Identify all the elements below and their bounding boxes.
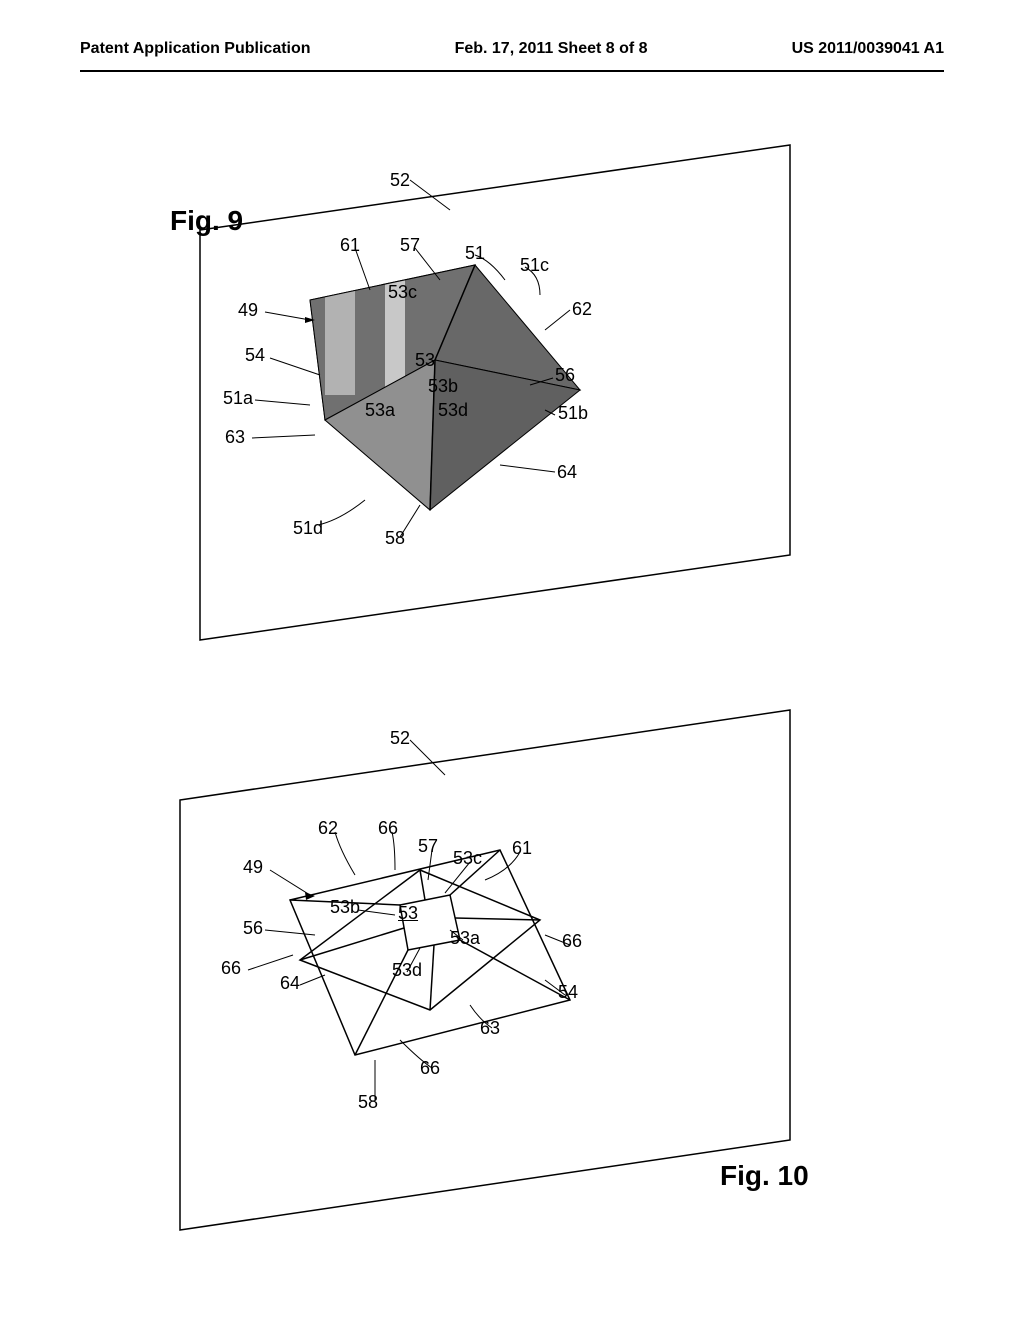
ref-53b-2: 53b [330, 897, 360, 918]
ref-53-2: 53 [398, 903, 418, 924]
ref-58: 58 [385, 528, 405, 549]
fig10-inner-diamond [300, 870, 540, 1010]
ref-63-2: 63 [480, 1018, 500, 1039]
ref-64-2: 64 [280, 973, 300, 994]
ref-49-2: 49 [243, 857, 263, 878]
leader-49 [265, 312, 310, 320]
ref-53d-2: 53d [392, 960, 422, 981]
ref-66-3: 66 [562, 931, 582, 952]
ref-53b: 53b [428, 376, 458, 397]
leader-49b [270, 870, 310, 895]
page-container: Patent Application Publication Feb. 17, … [0, 0, 1024, 1320]
figure-9 [200, 145, 790, 640]
fig10-d3 [430, 945, 434, 1010]
ref-57-2: 57 [418, 836, 438, 857]
leader-62 [545, 310, 570, 330]
ref-53d: 53d [438, 400, 468, 421]
fig10-outer-box [180, 710, 790, 1230]
ref-56: 56 [555, 365, 575, 386]
ref-51c: 51c [520, 255, 549, 276]
ref-53c-2: 53c [453, 848, 482, 869]
ref-54-2: 54 [558, 982, 578, 1003]
fig10-d1 [420, 870, 425, 900]
ref-62-2: 62 [318, 818, 338, 839]
leader-54 [270, 358, 320, 375]
ref-52-2: 52 [390, 728, 410, 749]
ref-66-4: 66 [420, 1058, 440, 1079]
ref-56-2: 56 [243, 918, 263, 939]
ref-52: 52 [390, 170, 410, 191]
fig10-outer-square [290, 850, 570, 1055]
ref-53c: 53c [388, 282, 417, 303]
ref-51a: 51a [223, 388, 253, 409]
ref-66-1: 66 [378, 818, 398, 839]
leader-64 [500, 465, 555, 472]
ref-66-2: 66 [221, 958, 241, 979]
leader-51a [255, 400, 310, 405]
leader-63 [252, 435, 315, 438]
fig10-fold-3 [460, 940, 570, 1000]
leader-64b [300, 975, 325, 985]
figure-10 [180, 710, 790, 1230]
leader-56b [265, 930, 315, 935]
ref-49: 49 [238, 300, 258, 321]
leader-66-2 [248, 955, 293, 970]
fig10-d4 [300, 928, 404, 960]
arrow-49b [305, 892, 315, 900]
ref-54: 54 [245, 345, 265, 366]
ref-58-2: 58 [358, 1092, 378, 1113]
figures-svg [0, 0, 1024, 1320]
leader-51d [318, 500, 365, 525]
ref-57: 57 [400, 235, 420, 256]
ref-61-2: 61 [512, 838, 532, 859]
ref-53: 53 [415, 350, 435, 371]
ref-51d: 51d [293, 518, 323, 539]
ref-62: 62 [572, 299, 592, 320]
ref-64: 64 [557, 462, 577, 483]
ref-51b: 51b [558, 403, 588, 424]
ref-61: 61 [340, 235, 360, 256]
fig10-d2 [455, 918, 540, 920]
leader-52b [410, 740, 445, 775]
ref-51: 51 [465, 243, 485, 264]
ref-53a: 53a [365, 400, 395, 421]
ref-63: 63 [225, 427, 245, 448]
ref-53a-2: 53a [450, 928, 480, 949]
